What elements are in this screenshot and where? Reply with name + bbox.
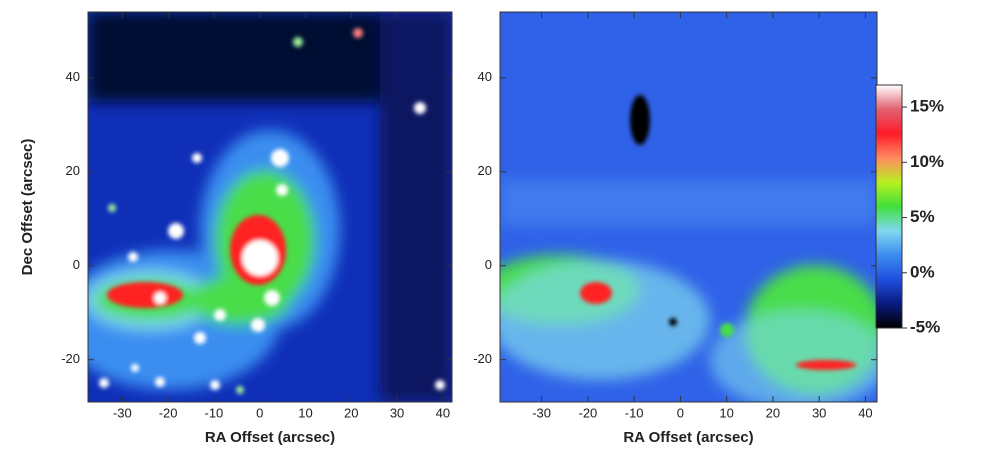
figure: -30 -20 -10 0 10 20 30 40 -20 0 20 40 RA Offset (arc… bbox=[0, 0, 982, 451]
y-tick-label: -20 bbox=[473, 351, 492, 366]
x-tick-label: 40 bbox=[858, 405, 872, 420]
y-tick-label: 20 bbox=[478, 163, 492, 178]
colorbar-tick-label: 0% bbox=[910, 262, 935, 281]
x-axis-label: RA Offset (arcsec) bbox=[623, 429, 753, 446]
colorbar-tick-label: 10% bbox=[910, 152, 944, 171]
y-tick-label: 40 bbox=[478, 69, 492, 84]
x-tick-label: 20 bbox=[766, 405, 780, 420]
y-tick-label: 0 bbox=[485, 257, 492, 272]
x-tick-label: -20 bbox=[578, 405, 597, 420]
x-tick-label: 10 bbox=[719, 405, 733, 420]
colorbar-tick-label: -5% bbox=[910, 317, 940, 336]
x-tick-label: -30 bbox=[532, 405, 551, 420]
page: -30 -20 -10 0 10 20 30 40 -20 0 20 40 RA Offset (arc… bbox=[0, 0, 982, 451]
x-tick-label: -10 bbox=[205, 405, 224, 420]
x-tick-label: -30 bbox=[113, 405, 132, 420]
x-tick-label: 40 bbox=[436, 405, 450, 420]
y-axis-label: Dec Offset (arcsec) bbox=[19, 139, 36, 276]
x-tick-label: 20 bbox=[344, 405, 358, 420]
colorbar-tick-label: 5% bbox=[910, 207, 935, 226]
x-tick-label: -20 bbox=[159, 405, 178, 420]
x-tick-label: 30 bbox=[812, 405, 826, 420]
x-tick-label: 10 bbox=[298, 405, 312, 420]
x-tick-label: -10 bbox=[625, 405, 644, 420]
y-tick-label: 0 bbox=[73, 257, 80, 272]
y-tick-label: 40 bbox=[66, 69, 80, 84]
x-tick-label: 30 bbox=[390, 405, 404, 420]
colorbar bbox=[876, 85, 902, 328]
y-tick-label: -20 bbox=[61, 351, 80, 366]
x-tick-label: 0 bbox=[677, 405, 684, 420]
colorbar-tick-label: 15% bbox=[910, 97, 944, 116]
image-left bbox=[60, 12, 452, 402]
x-tick-label: 0 bbox=[256, 405, 263, 420]
x-axis-label: RA Offset (arcsec) bbox=[205, 429, 335, 446]
y-tick-label: 20 bbox=[66, 163, 80, 178]
image-right bbox=[480, 12, 890, 410]
